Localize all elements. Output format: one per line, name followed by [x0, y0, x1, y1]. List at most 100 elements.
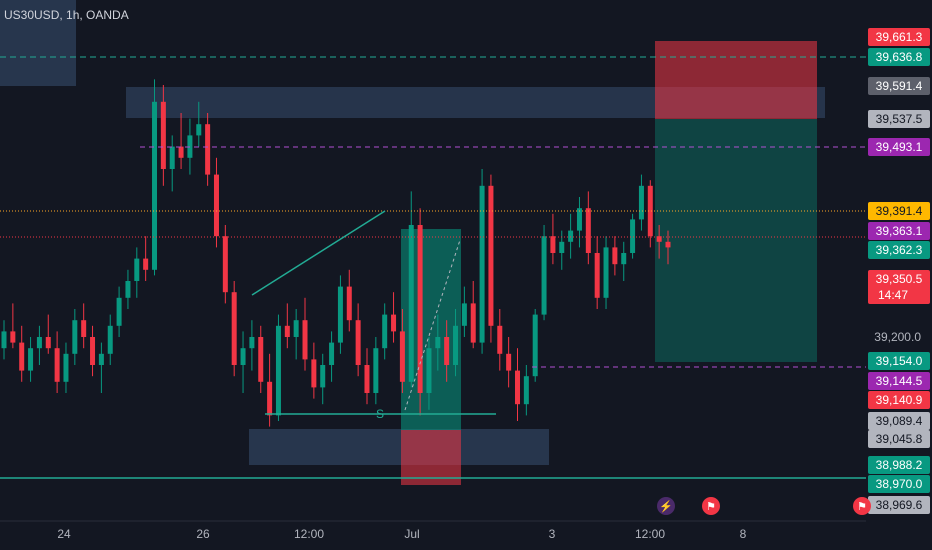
- candle-body: [373, 348, 379, 393]
- price-tag[interactable]: 39,636.8: [868, 48, 930, 66]
- candle-body: [647, 185, 653, 237]
- candle: [205, 113, 211, 186]
- symbol-header[interactable]: US30USD, 1h, OANDA: [4, 8, 129, 22]
- pattern-label: S: [376, 407, 384, 421]
- candle-body: [488, 185, 494, 326]
- price-tag-bg: [868, 456, 930, 474]
- price-tag[interactable]: 39,391.4: [868, 202, 930, 220]
- candle-body: [160, 101, 166, 169]
- candle-body: [444, 337, 450, 365]
- candle: [284, 303, 290, 349]
- candle: [178, 113, 184, 169]
- candle-body: [28, 348, 34, 371]
- price-tag[interactable]: 39,537.5: [868, 110, 930, 128]
- price-tag-bg: [868, 28, 930, 46]
- candle: [267, 353, 273, 427]
- price-tag-value: 39,144.5: [876, 374, 923, 388]
- price-tag[interactable]: 39,045.8: [868, 430, 930, 448]
- candle-body: [523, 376, 529, 405]
- time-tick-label: 26: [196, 527, 210, 541]
- candle-body: [497, 325, 503, 354]
- candle-body: [550, 236, 556, 253]
- candle-body: [10, 331, 16, 343]
- price-axis[interactable]: 39,700.039,200.039,661.339,636.839,591.4…: [866, 0, 932, 550]
- price-tag[interactable]: 39,661.3: [868, 28, 930, 46]
- zone-box: [249, 429, 549, 465]
- price-tag[interactable]: 38,969.6: [868, 496, 930, 514]
- candle-body: [612, 247, 618, 265]
- candle-body: [408, 225, 414, 382]
- candle-body: [532, 314, 538, 377]
- price-tag-bg: [868, 138, 930, 156]
- flag-icon-axis[interactable]: ⚑: [853, 497, 871, 515]
- candle: [665, 230, 671, 265]
- candle: [603, 236, 609, 309]
- candle: [638, 174, 644, 231]
- candle-body: [479, 185, 485, 343]
- short-stop-zone: [655, 41, 817, 119]
- candle: [28, 337, 34, 382]
- candle: [10, 303, 16, 349]
- candle-body: [355, 320, 361, 365]
- candle-body: [169, 146, 175, 169]
- price-tag[interactable]: 39,350.5 14:47: [868, 270, 930, 304]
- candle-body: [213, 174, 219, 237]
- candle-body: [541, 236, 547, 315]
- candle-body: [249, 337, 255, 349]
- trend-line: [251, 210, 386, 296]
- candle-body: [470, 303, 476, 343]
- candle: [479, 169, 485, 354]
- candle: [240, 331, 246, 393]
- candle-body: [435, 337, 441, 349]
- price-tag-countdown: 14:47: [878, 288, 908, 302]
- candle-body: [638, 185, 644, 220]
- candle-body: [98, 353, 104, 365]
- candle: [559, 230, 565, 270]
- candle: [107, 314, 113, 365]
- price-tag[interactable]: 39,140.9: [868, 391, 930, 409]
- candle: [488, 174, 494, 343]
- price-tag-value: 39,661.3: [876, 30, 923, 44]
- price-tag[interactable]: 39,591.4: [868, 77, 930, 95]
- price-tag[interactable]: 39,493.1: [868, 138, 930, 156]
- price-tag[interactable]: 39,144.5: [868, 372, 930, 390]
- candle: [355, 303, 361, 377]
- lightning-icon[interactable]: ⚡: [657, 497, 675, 515]
- candle: [329, 331, 335, 382]
- price-tag-bg: [868, 430, 930, 448]
- candle: [134, 247, 140, 298]
- candle-body: [1, 331, 7, 349]
- price-tag-value: 39,350.5: [876, 272, 923, 286]
- candle: [630, 213, 636, 259]
- candle: [497, 309, 503, 371]
- candle-body: [559, 241, 565, 253]
- zone-box: [0, 0, 76, 86]
- candle-body: [293, 320, 299, 337]
- candle: [249, 320, 255, 371]
- flag-icon[interactable]: ⚑: [702, 497, 720, 515]
- price-tag[interactable]: 39,089.4: [868, 412, 930, 430]
- price-tag-bg: [868, 475, 930, 493]
- candle-body: [630, 219, 636, 253]
- candle: [196, 101, 202, 147]
- candle-body: [320, 365, 326, 388]
- price-tag-bg: [868, 496, 930, 514]
- candle: [320, 353, 326, 405]
- price-tag[interactable]: 39,154.0: [868, 352, 930, 370]
- candle: [399, 309, 405, 393]
- candle-body: [231, 292, 237, 365]
- price-tag[interactable]: 38,988.2: [868, 456, 930, 474]
- time-axis[interactable]: 24 26 12:00 Jul 3 12:00 8: [0, 520, 866, 541]
- candle: [36, 325, 42, 365]
- candle-body: [391, 314, 397, 332]
- candle: [585, 191, 591, 265]
- candle: [391, 292, 397, 343]
- candle-body: [19, 342, 25, 371]
- price-tag-value: 39,493.1: [876, 140, 923, 154]
- price-tag[interactable]: 38,970.0: [868, 475, 930, 493]
- price-tag-value: 39,537.5: [876, 112, 923, 126]
- price-tag[interactable]: 39,362.3: [868, 241, 930, 259]
- price-tag[interactable]: 39,363.1: [868, 222, 930, 240]
- candle: [275, 314, 281, 421]
